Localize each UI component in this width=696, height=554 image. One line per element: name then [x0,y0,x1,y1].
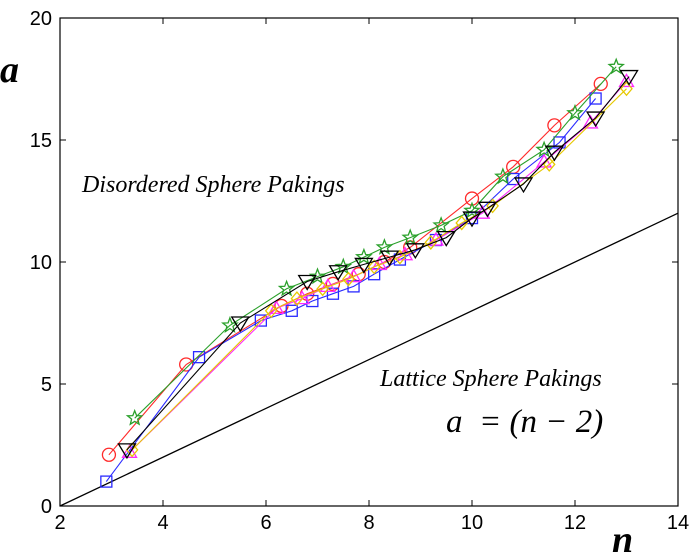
data-point-stars [432,216,450,233]
data-point-stars [401,228,420,246]
data-point-triangles-down [230,316,250,333]
y-axis-label: a [0,49,19,91]
data-point-circles [547,118,562,133]
data-point-squares [589,92,602,105]
data-point-triangles-down [405,243,426,260]
data-point-stars [125,408,144,426]
data-point-stars [494,167,512,185]
data-point-triangles-down [297,274,317,291]
data-point-triangles-down [619,69,639,86]
data-point-squares [100,475,113,488]
data-point-squares [254,314,268,327]
y-tick-label: 0 [41,496,52,518]
x-tick-label: 4 [157,512,168,534]
data-point-triangles-down [354,257,374,274]
x-tick-label: 14 [667,512,689,534]
data-point-diamonds [455,215,469,231]
data-point-squares [285,304,298,317]
data-point-stars [308,267,327,285]
data-point-diamonds [264,303,278,319]
data-point-squares [347,280,360,293]
data-point-triangles-up [535,153,553,168]
annotation-lattice: Lattice Sphere Pakings [379,366,602,392]
data-point-triangles-up [345,268,362,283]
data-point-circles [593,76,608,92]
data-point-triangles-down [462,211,482,228]
data-point-circles [179,357,194,372]
x-tick-label: 6 [260,512,271,534]
series-layer [100,57,639,488]
x-tick-label: 2 [54,512,65,534]
data-point-triangles-down [436,230,456,247]
annotation-disordered: Disordered Sphere Pakings [81,172,345,198]
data-point-squares [192,351,206,364]
y-tick-label: 20 [30,8,52,30]
y-tick-label: 15 [30,130,52,152]
reference-line [59,212,679,507]
x-tick-label: 12 [564,512,586,534]
data-point-diamonds [424,234,438,250]
data-point-triangles-down [117,443,137,460]
data-point-triangles-up [618,73,635,88]
x-tick-label: 10 [461,512,483,534]
data-point-squares [367,268,381,281]
data-point-triangles-up [268,300,285,315]
data-point-diamonds [620,81,633,97]
x-tick-label: 8 [363,512,374,534]
data-point-diamonds [542,156,556,172]
data-point-circles [101,447,117,462]
data-point-diamonds [367,259,381,275]
data-point-stars [607,57,626,75]
data-point-triangles-down [379,250,400,267]
reference-line-layer [59,212,679,507]
data-point-triangles-down [477,201,498,218]
data-point-diamonds [316,281,330,297]
data-point-stars [566,103,584,121]
y-tick-label: 10 [30,252,52,274]
series-stars [125,57,626,426]
data-point-squares [507,172,520,186]
data-point-triangles-down [328,265,348,282]
data-point-triangles-down [585,111,606,128]
data-point-triangles-up [582,114,599,129]
data-point-triangles-up [121,444,138,458]
data-point-diamonds [486,198,499,214]
data-point-triangles-up [427,231,445,246]
data-point-diamonds [290,291,304,307]
data-point-stars [354,247,373,265]
tick-layer: 2 4 6 8 10 12 14 0 5 10 15 20 [30,8,689,534]
annotation-formula: a = (n − 2) [446,404,603,440]
data-point-stars [535,140,553,158]
y-tick-label: 5 [41,374,52,396]
series-triangles-down [117,69,639,460]
data-point-stars [463,201,481,219]
data-point-circles [325,276,341,292]
data-point-diamonds [342,271,355,287]
data-point-triangles-down [544,145,565,162]
data-point-triangles-down [513,177,534,194]
x-axis-label: n [612,519,633,554]
data-point-stars [277,279,296,297]
